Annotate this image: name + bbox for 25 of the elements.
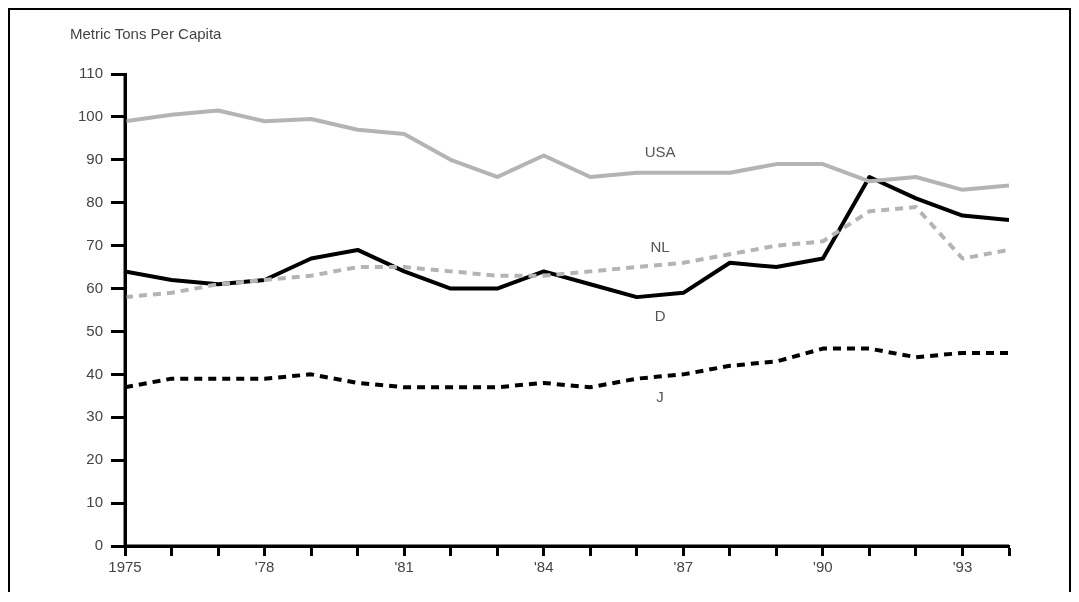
- y-axis-title: Metric Tons Per Capita: [70, 25, 223, 43]
- y-tick-label: 40: [86, 364, 104, 382]
- y-tick-label: 70: [86, 235, 104, 253]
- x-tick-label: 1975: [108, 558, 142, 576]
- x-tick-label: '90: [813, 558, 833, 576]
- y-tick-label: 10: [86, 493, 104, 511]
- y-tick-label: 20: [86, 450, 104, 468]
- x-tick-label: '84: [533, 558, 554, 576]
- x-tick-label: '87: [673, 558, 694, 576]
- y-tick-label: 0: [94, 536, 104, 554]
- line-series: [125, 205, 1009, 300]
- series-label: J: [656, 388, 664, 406]
- y-tick-label: 80: [86, 192, 104, 210]
- y-tick-label: 110: [79, 64, 104, 82]
- y-tick-label: 50: [86, 321, 104, 339]
- x-tick-label: '93: [952, 558, 973, 576]
- y-tick-label: 60: [86, 278, 104, 296]
- series-label: D: [654, 306, 666, 324]
- y-tick-label: 100: [78, 107, 104, 125]
- x-tick-label: '81: [394, 558, 414, 576]
- x-tick-label: '78: [254, 558, 275, 576]
- series-label: USA: [644, 143, 676, 161]
- y-tick-label: 30: [86, 407, 104, 425]
- y-tick-label: 90: [86, 149, 104, 167]
- series-label: NL: [650, 237, 670, 255]
